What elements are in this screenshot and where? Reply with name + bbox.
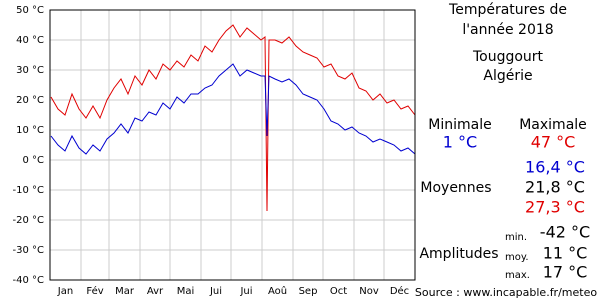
title: Températures de bbox=[448, 2, 567, 18]
x-tick-label: Avr bbox=[147, 286, 164, 297]
x-tick-label: Déc bbox=[390, 285, 409, 297]
series-line bbox=[50, 63, 416, 155]
mean-all: 21,8 °C bbox=[525, 178, 585, 197]
amp-moy: 11 °C bbox=[543, 244, 588, 263]
x-tick-label: Jui bbox=[239, 286, 252, 297]
y-tick-label: 30 °C bbox=[16, 65, 44, 76]
min-value: 1 °C bbox=[443, 133, 477, 152]
amp-min-label: min. bbox=[505, 232, 527, 243]
mean-min: 16,4 °C bbox=[525, 158, 585, 177]
x-tick-label: Nov bbox=[359, 286, 379, 297]
y-tick-label: 0 °C bbox=[22, 155, 44, 166]
x-tick-label: Jan bbox=[57, 286, 73, 297]
y-tick-label: -30 °C bbox=[13, 245, 45, 256]
x-tick-label: Sep bbox=[299, 286, 318, 297]
mean-max: 27,3 °C bbox=[525, 198, 585, 217]
amp-max: 17 °C bbox=[543, 263, 588, 282]
mean-label: Moyennes bbox=[420, 180, 491, 196]
x-tick-label: Aoû bbox=[268, 285, 287, 297]
amp-max-label: max. bbox=[505, 270, 530, 281]
title: l'année 2018 bbox=[462, 22, 553, 38]
series-line bbox=[50, 24, 416, 212]
y-tick-label: 10 °C bbox=[16, 125, 44, 136]
city: Touggourt bbox=[472, 49, 544, 65]
x-tick-label: Mar bbox=[115, 286, 135, 297]
y-tick-label: -40 °C bbox=[13, 275, 45, 286]
max-value: 47 °C bbox=[531, 133, 576, 152]
y-tick-label: -10 °C bbox=[13, 185, 45, 196]
y-tick-label: -20 °C bbox=[13, 215, 45, 226]
source: Source : www.incapable.fr/meteo bbox=[415, 286, 597, 299]
amp-label: Amplitudes bbox=[419, 246, 498, 262]
x-tick-label: Fév bbox=[86, 285, 103, 297]
country: Algérie bbox=[483, 68, 532, 84]
amp-moy-label: moy. bbox=[505, 252, 529, 263]
x-tick-label: Oct bbox=[330, 286, 347, 297]
min-head: Minimale bbox=[428, 117, 491, 133]
side-panel: Températures de l'année 2018 Touggourt A… bbox=[415, 2, 597, 299]
y-tick-label: 40 °C bbox=[16, 35, 44, 46]
y-tick-label: 50 °C bbox=[16, 5, 44, 16]
max-head: Maximale bbox=[519, 117, 587, 133]
y-tick-label: 20 °C bbox=[16, 95, 44, 106]
plot-area bbox=[49, 9, 416, 281]
x-tick-label: Jui bbox=[209, 286, 222, 297]
amp-min: -42 °C bbox=[540, 223, 590, 242]
x-tick-label: Mai bbox=[177, 286, 195, 297]
